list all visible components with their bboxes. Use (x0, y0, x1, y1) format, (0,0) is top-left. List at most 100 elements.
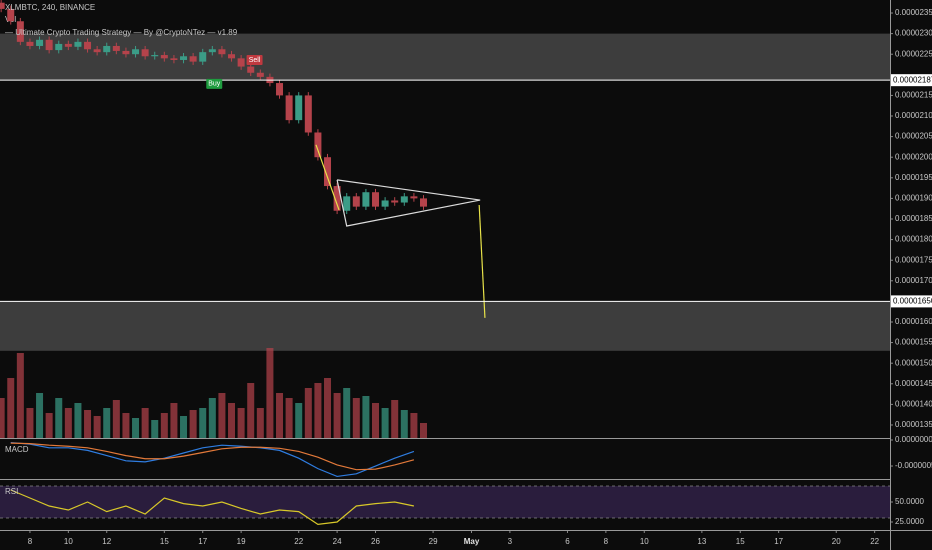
volume-bar (189, 410, 197, 438)
series-line (10, 441, 415, 478)
candle-body (391, 200, 399, 203)
volume-bar (256, 408, 264, 438)
candle-body (141, 49, 149, 57)
pane-subtitle: — Ultimate Crypto Trading Strategy — By … (5, 28, 238, 37)
volume-bar (74, 403, 82, 438)
volume-bar (314, 383, 322, 438)
candle-body (122, 50, 130, 55)
candle-body (64, 43, 72, 47)
series-line (10, 489, 415, 526)
x-tick-label: 3 (508, 537, 513, 546)
level-badge (890, 295, 932, 308)
volume-bar (419, 423, 427, 438)
volume-bar (218, 393, 226, 438)
level-label: 0.00002187 (893, 75, 932, 84)
candle-body (199, 52, 207, 62)
zone (0, 301, 890, 351)
candle-body (16, 21, 24, 42)
volume-bar (122, 413, 130, 438)
volume-bar (276, 393, 284, 438)
candle-body (247, 66, 255, 73)
volume-bar (16, 353, 24, 438)
x-tick-label: 15 (160, 537, 169, 546)
volume-bar (343, 388, 351, 438)
volume-bar (93, 416, 101, 438)
candle-body (160, 55, 168, 59)
volume-bar (55, 398, 63, 438)
candle-body (45, 39, 53, 51)
candle-body (362, 192, 370, 207)
candle-body (304, 95, 312, 133)
candle-body (410, 196, 418, 199)
x-tick-label: May (464, 537, 480, 546)
volume-bar (285, 398, 293, 438)
candle-body (295, 95, 303, 121)
x-tick-label: 10 (640, 537, 649, 546)
candle-body (132, 49, 140, 55)
x-tick-label: 22 (870, 537, 879, 546)
volume-bar (103, 408, 111, 438)
pane-title: XLMBTC, 240, BINANCE (5, 3, 95, 12)
zone (0, 33, 890, 81)
volume-bar (391, 400, 399, 438)
volume-bar (84, 410, 92, 438)
volume-bar (237, 408, 245, 438)
volume-bar (26, 408, 34, 438)
volume-bar (304, 388, 312, 438)
volume-bar (141, 408, 149, 438)
volume-bar (352, 398, 360, 438)
volume-bar (199, 408, 207, 438)
volume-bar (410, 413, 418, 438)
candle-body (400, 196, 408, 203)
pane-title: RSI (5, 487, 18, 496)
volume-bar (208, 398, 216, 438)
volume-bar (36, 393, 44, 438)
drawing (478, 204, 486, 318)
y-tick-label: -0.00000050 (895, 461, 932, 470)
candle-body (208, 49, 216, 53)
volume-bar (333, 393, 341, 438)
x-tick-label: 24 (333, 537, 342, 546)
signal-marker (246, 54, 263, 65)
drawing (315, 144, 340, 211)
y-tick-label: 25.0000 (895, 517, 924, 526)
x-tick-label: 17 (774, 537, 783, 546)
candle-body (285, 95, 293, 121)
candle-body (228, 54, 236, 59)
candle-body (93, 49, 101, 53)
candle-body (189, 56, 197, 62)
volume-bar (381, 408, 389, 438)
candle-body (26, 41, 34, 46)
candle-body (381, 200, 389, 207)
candle-body (103, 45, 111, 53)
x-tick-label: 26 (371, 537, 380, 546)
candle-body (256, 72, 264, 77)
candle-body (84, 41, 92, 50)
candle-body (151, 55, 159, 57)
candle-body (218, 49, 226, 55)
volume-bar (132, 418, 140, 438)
candle-body (55, 43, 63, 51)
volume-bar (400, 410, 408, 438)
volume-bar (295, 403, 303, 438)
series-line (10, 442, 415, 471)
band-fill (0, 486, 890, 518)
signal-marker (206, 78, 223, 89)
x-tick-label: 19 (237, 537, 246, 546)
y-tick-label: 0.00000000 (895, 435, 932, 444)
